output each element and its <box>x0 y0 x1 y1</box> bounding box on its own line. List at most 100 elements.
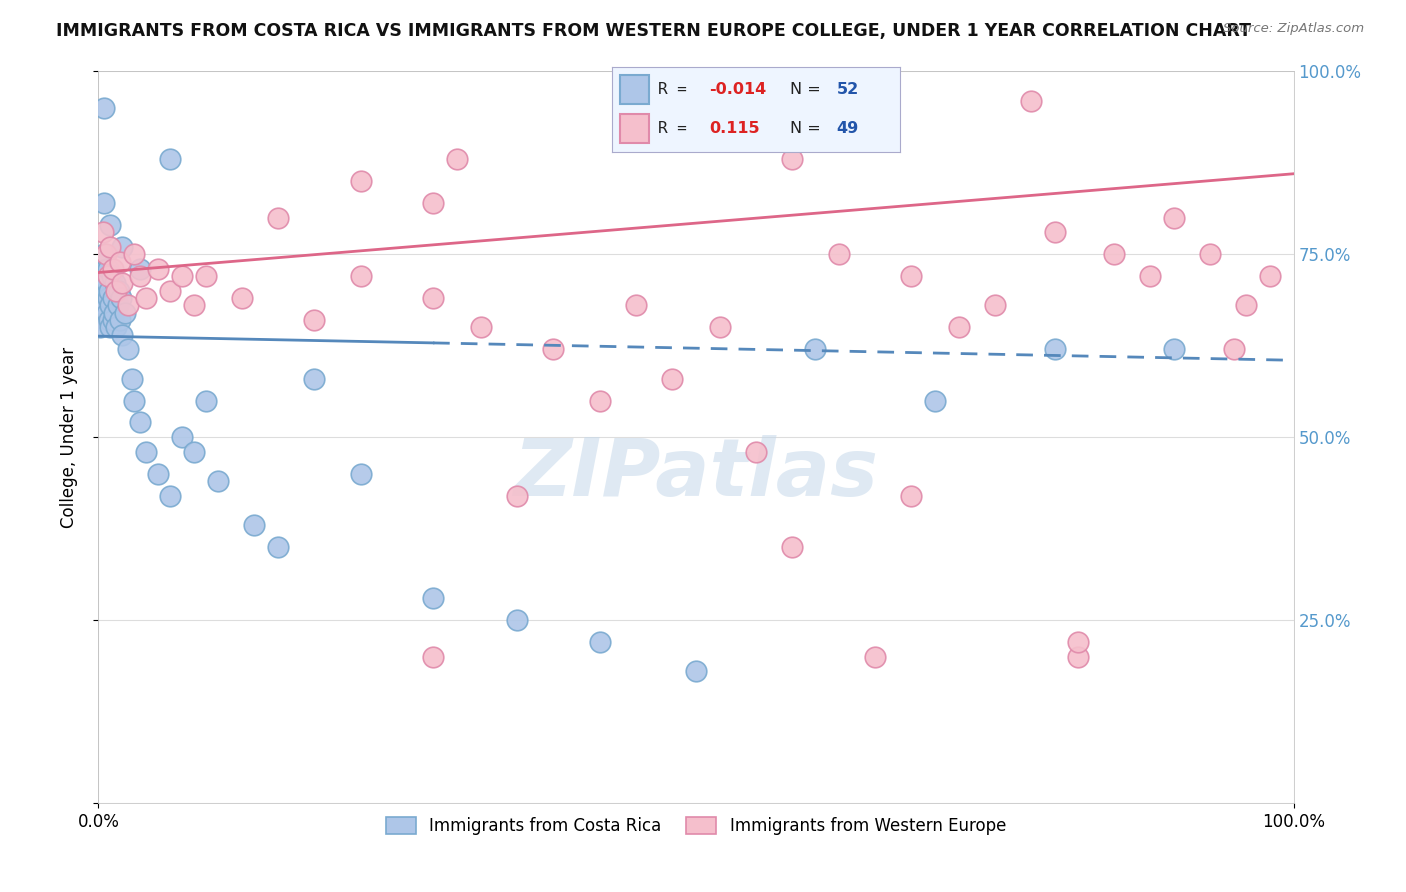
Point <box>589 393 612 408</box>
Point <box>93 196 115 211</box>
Point <box>104 277 127 291</box>
Point <box>1104 247 1126 261</box>
Point <box>1139 269 1161 284</box>
Point <box>121 371 143 385</box>
Point <box>98 313 121 327</box>
Point <box>243 517 266 532</box>
Point <box>159 284 181 298</box>
Point <box>780 152 803 166</box>
Point <box>745 444 768 458</box>
Point <box>98 298 122 312</box>
Point <box>1199 247 1222 261</box>
Point <box>865 649 887 664</box>
Point <box>1067 649 1090 664</box>
Point <box>422 291 444 305</box>
Point <box>89 320 111 334</box>
Point <box>1019 94 1042 108</box>
Point <box>98 240 122 254</box>
Point <box>172 269 194 284</box>
Text: 49: 49 <box>837 121 859 136</box>
Point <box>231 291 253 305</box>
Point <box>93 101 115 115</box>
Point <box>101 261 124 276</box>
Point <box>267 540 290 554</box>
Point <box>107 298 129 312</box>
Point <box>91 291 114 305</box>
Point <box>111 327 134 342</box>
Point <box>91 225 114 239</box>
Point <box>124 393 146 408</box>
Point <box>94 247 117 261</box>
Point <box>103 306 125 320</box>
Point <box>111 240 134 254</box>
Text: R =: R = <box>658 82 696 97</box>
Point <box>93 298 115 312</box>
Bar <box>620 114 650 143</box>
Point <box>350 467 373 481</box>
Point <box>135 291 157 305</box>
Point <box>207 474 229 488</box>
Point <box>1234 298 1257 312</box>
Point <box>506 613 529 627</box>
Point <box>101 313 124 327</box>
Point <box>129 261 152 276</box>
Point <box>804 343 827 357</box>
Point <box>195 269 218 284</box>
Point <box>159 489 181 503</box>
Point <box>107 284 129 298</box>
Point <box>589 635 612 649</box>
Point <box>105 284 128 298</box>
Text: Source: ZipAtlas.com: Source: ZipAtlas.com <box>1223 22 1364 36</box>
Bar <box>620 76 650 104</box>
Point <box>148 467 170 481</box>
Point <box>350 269 373 284</box>
Legend: Immigrants from Costa Rica, Immigrants from Western Europe: Immigrants from Costa Rica, Immigrants f… <box>380 811 1012 842</box>
Point <box>148 261 170 276</box>
Point <box>1163 343 1185 357</box>
Text: N =: N = <box>790 82 827 97</box>
Text: R =: R = <box>658 121 696 136</box>
Point <box>135 444 157 458</box>
Point <box>129 269 152 284</box>
Point <box>97 269 120 284</box>
Point <box>124 247 146 261</box>
Point <box>98 284 121 298</box>
Point <box>1067 635 1090 649</box>
Point <box>541 343 564 357</box>
Text: 52: 52 <box>837 82 859 97</box>
Point <box>117 343 139 357</box>
Text: 0.115: 0.115 <box>710 121 761 136</box>
Point <box>626 298 648 312</box>
Point <box>709 320 731 334</box>
Point <box>94 284 117 298</box>
Point <box>1043 225 1066 239</box>
Point <box>159 152 181 166</box>
Point <box>828 247 851 261</box>
Point <box>94 261 117 276</box>
Point <box>948 320 970 334</box>
Point <box>117 298 139 312</box>
Point <box>661 371 683 385</box>
Point <box>183 298 205 312</box>
Point <box>108 254 131 268</box>
Point <box>97 291 120 305</box>
Point <box>1163 211 1185 225</box>
Point <box>685 664 707 678</box>
Point <box>780 540 803 554</box>
Point <box>302 371 325 385</box>
Point <box>302 313 325 327</box>
Point <box>1043 343 1066 357</box>
Point <box>422 591 444 605</box>
Text: N =: N = <box>790 121 827 136</box>
Point <box>470 320 492 334</box>
Point <box>172 430 194 444</box>
Point <box>90 269 112 284</box>
Point <box>105 320 128 334</box>
Point <box>96 306 118 320</box>
Point <box>350 174 373 188</box>
Text: -0.014: -0.014 <box>710 82 766 97</box>
Point <box>422 649 444 664</box>
Point <box>267 211 290 225</box>
Point <box>100 269 122 284</box>
Point <box>96 277 118 291</box>
